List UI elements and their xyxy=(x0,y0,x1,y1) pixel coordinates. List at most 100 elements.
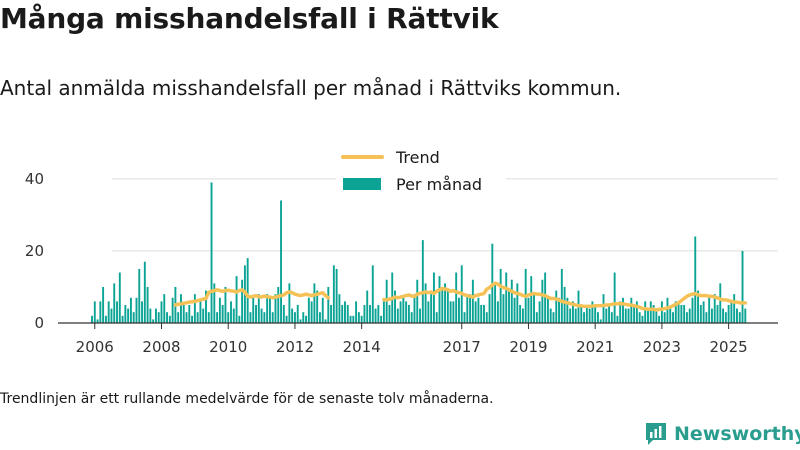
bar xyxy=(672,312,674,323)
bar xyxy=(104,315,107,323)
bar xyxy=(221,304,224,323)
bar xyxy=(641,315,644,323)
legend-bar-label: Per månad xyxy=(396,175,482,194)
bar xyxy=(619,301,622,323)
chart-subtitle: Antal anmälda misshandelsfall per månad … xyxy=(0,76,622,100)
brand-logo[interactable]: Newsworthy xyxy=(644,420,800,448)
bar xyxy=(613,272,616,323)
bar xyxy=(332,265,335,323)
bar xyxy=(255,304,257,323)
bar xyxy=(719,283,722,323)
bar xyxy=(697,290,699,323)
legend-trend-label: Trend xyxy=(395,148,440,167)
bar xyxy=(738,312,741,323)
x-tick-label: 2006 xyxy=(76,338,114,356)
bar xyxy=(716,304,719,323)
bar xyxy=(569,308,572,323)
x-tick-label: 2010 xyxy=(209,338,247,356)
bar xyxy=(555,290,558,323)
bar xyxy=(458,297,460,323)
bar xyxy=(305,315,308,323)
chart: 0 20 40 2006 2008 2010 2012 2014 2017 2019 2021 202… xyxy=(25,144,778,356)
bar xyxy=(594,304,597,323)
bar xyxy=(402,297,405,323)
bar xyxy=(188,304,191,323)
bar xyxy=(263,312,266,323)
bar xyxy=(727,304,730,323)
x-tick-label: 2008 xyxy=(142,338,180,356)
bar xyxy=(741,250,744,323)
bar xyxy=(744,308,747,323)
x-tick-label: 2019 xyxy=(509,338,547,356)
bar xyxy=(494,283,497,323)
bar xyxy=(405,301,408,323)
bar xyxy=(683,304,686,323)
bar xyxy=(280,200,282,323)
bar xyxy=(538,301,541,323)
bar xyxy=(469,294,472,323)
bar xyxy=(485,312,488,323)
bar xyxy=(733,294,736,323)
bar xyxy=(157,312,160,323)
bar-series xyxy=(91,182,747,323)
bar xyxy=(307,297,310,323)
bar xyxy=(694,236,697,323)
bar xyxy=(210,182,213,323)
bar xyxy=(146,286,149,323)
bar xyxy=(399,301,402,323)
bar xyxy=(610,312,613,323)
bar xyxy=(633,304,636,323)
bar xyxy=(544,272,547,323)
bar xyxy=(168,315,171,323)
bar xyxy=(616,315,619,323)
bar xyxy=(519,304,522,323)
bar xyxy=(647,308,649,323)
bar xyxy=(488,294,491,323)
bar xyxy=(102,286,105,323)
bar xyxy=(424,283,427,323)
bar xyxy=(566,297,569,323)
bar xyxy=(444,283,447,323)
bar xyxy=(324,319,327,323)
bar xyxy=(655,308,658,323)
bar xyxy=(560,268,563,323)
bar xyxy=(449,301,452,323)
bar xyxy=(430,294,433,323)
bar xyxy=(374,308,377,323)
bar xyxy=(177,312,180,323)
bar xyxy=(129,297,132,323)
bar xyxy=(149,308,152,323)
bar xyxy=(580,304,583,323)
bar xyxy=(427,301,430,323)
bar xyxy=(277,286,280,323)
bar xyxy=(608,304,611,323)
bar xyxy=(438,276,441,323)
bar xyxy=(591,301,594,323)
bar xyxy=(369,304,371,323)
bar xyxy=(466,294,469,323)
bar xyxy=(382,301,385,323)
bar xyxy=(218,297,221,323)
bar xyxy=(722,308,725,323)
bar xyxy=(116,301,118,323)
bar xyxy=(291,308,294,323)
trend-series xyxy=(173,281,748,312)
legend-background xyxy=(336,144,506,200)
bar xyxy=(363,304,366,323)
x-tick-label: 2023 xyxy=(643,338,681,356)
axes: 0 20 40 2006 2008 2010 2012 2014 2017 2019 2021 202… xyxy=(25,170,778,356)
bar xyxy=(257,294,260,323)
bar xyxy=(446,290,449,323)
bar xyxy=(419,308,421,323)
bar xyxy=(107,301,110,323)
bar xyxy=(91,315,93,323)
bar xyxy=(558,297,560,323)
bar xyxy=(227,312,230,323)
bar xyxy=(588,308,591,323)
bar xyxy=(630,297,633,323)
newsworthy-logo-icon xyxy=(646,423,666,445)
bar xyxy=(282,304,285,323)
bar xyxy=(285,315,288,323)
bar xyxy=(238,315,241,323)
chart-title: Många misshandelsfall i Rättvik xyxy=(0,2,499,35)
